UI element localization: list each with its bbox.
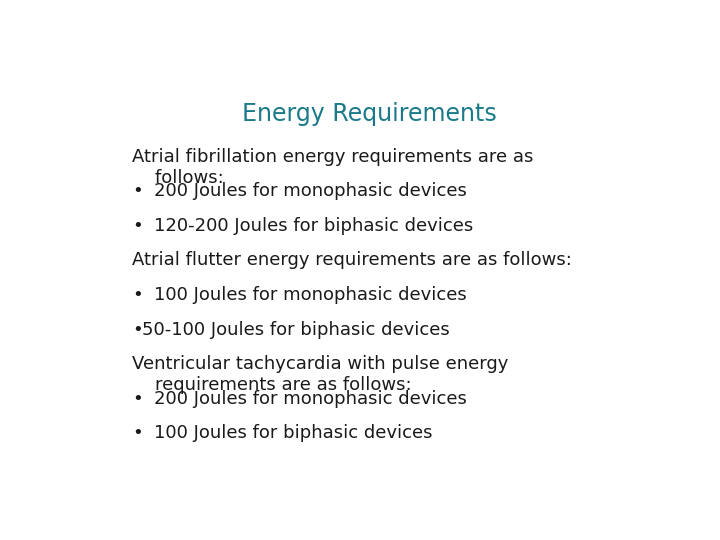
Text: Atrial fibrillation energy requirements are as
    follows:: Atrial fibrillation energy requirements … <box>132 148 534 187</box>
Text: 100 Joules for monophasic devices: 100 Joules for monophasic devices <box>154 286 467 304</box>
Text: 120-200 Joules for biphasic devices: 120-200 Joules for biphasic devices <box>154 217 474 235</box>
Text: •: • <box>132 424 143 442</box>
Text: •: • <box>132 217 143 235</box>
Text: Ventricular tachycardia with pulse energy
    requirements are as follows:: Ventricular tachycardia with pulse energ… <box>132 355 508 394</box>
Text: •: • <box>132 286 143 304</box>
Text: 50-100 Joules for biphasic devices: 50-100 Joules for biphasic devices <box>142 321 450 339</box>
Text: 200 Joules for monophasic devices: 200 Joules for monophasic devices <box>154 183 467 200</box>
Text: 100 Joules for biphasic devices: 100 Joules for biphasic devices <box>154 424 433 442</box>
Text: Energy Requirements: Energy Requirements <box>242 102 496 126</box>
Text: •: • <box>132 321 143 339</box>
Text: •: • <box>132 183 143 200</box>
Text: Atrial flutter energy requirements are as follows:: Atrial flutter energy requirements are a… <box>132 252 572 269</box>
Text: 200 Joules for monophasic devices: 200 Joules for monophasic devices <box>154 389 467 408</box>
Text: •: • <box>132 389 143 408</box>
